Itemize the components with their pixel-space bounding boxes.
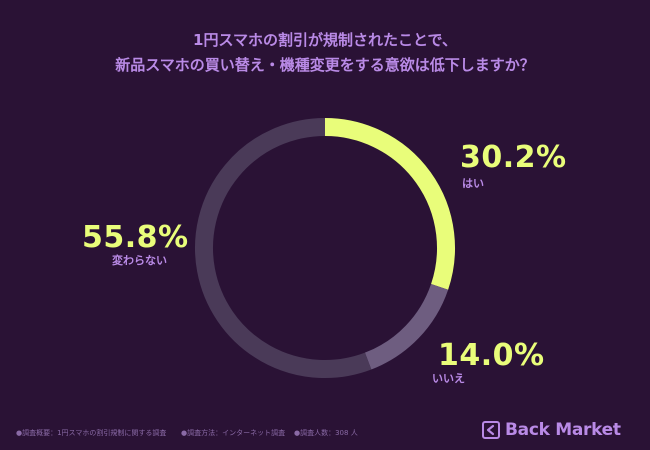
back-market-logo-icon: [482, 421, 500, 439]
slice-label-unchanged: 変わらない: [112, 254, 167, 267]
donut-slice-no: [364, 283, 449, 370]
slice-value-no: 14.0%: [438, 338, 545, 373]
donut-slice-yes: [324, 118, 455, 290]
footnote-survey-method: ●調査方法：インターネット調査: [181, 429, 286, 437]
chart-title-line-2: 新品スマホの買い替え・機種変更をする意欲は低下しますか？: [115, 56, 535, 74]
slice-label-no: いいえ: [432, 372, 465, 385]
footnote-survey-overview: ●調査概要：1円スマホの割引規制に関する調査: [16, 429, 167, 437]
chart-title-line-1: 1円スマホの割引が規制されたことで、: [193, 31, 457, 49]
slice-value-yes: 30.2%: [460, 140, 567, 175]
footnote-survey-count: ●調査人数：308 人: [294, 429, 358, 437]
brand-logo: Back Market: [482, 418, 621, 442]
brand-name: Back Market: [505, 420, 621, 440]
slice-label-yes: はい: [462, 177, 484, 190]
slice-value-unchanged: 55.8%: [82, 220, 189, 255]
donut-slice-unchanged: [195, 118, 372, 378]
